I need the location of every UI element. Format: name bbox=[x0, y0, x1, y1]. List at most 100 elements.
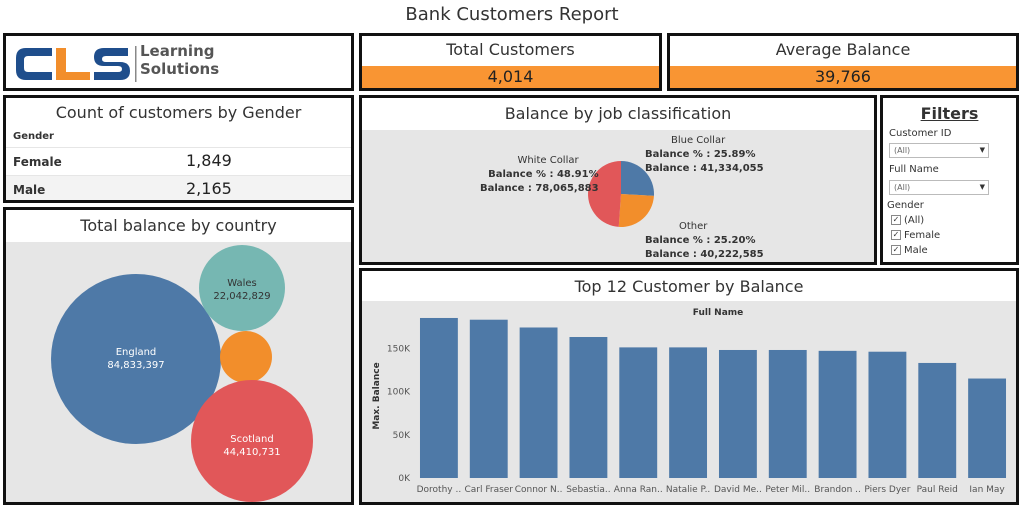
column-header: Gender bbox=[13, 131, 54, 142]
checkbox-checked-icon: ✓ bbox=[891, 215, 901, 225]
gender-checkbox-female[interactable]: ✓ Female bbox=[891, 230, 940, 242]
pie-slice-blue-collar[interactable] bbox=[621, 161, 654, 196]
bar-chart-area: Full Name Max. Balance 0K 50K 100K 150K Doroth… bbox=[362, 301, 1016, 502]
bar[interactable] bbox=[718, 349, 757, 478]
y-tick-label: 0K bbox=[398, 474, 411, 484]
bubble-value: 44,410,731 bbox=[223, 447, 280, 458]
bubble-other[interactable] bbox=[220, 331, 272, 383]
select-value: (All) bbox=[894, 146, 911, 155]
filter-label-customer-id: Customer ID bbox=[889, 128, 952, 139]
bubble-value: 84,833,397 bbox=[107, 360, 164, 371]
pie-slice-white-collar[interactable] bbox=[588, 161, 621, 227]
gender-label: Female bbox=[13, 155, 62, 169]
chart-title: Top 12 Customer by Balance bbox=[574, 277, 804, 296]
bar[interactable] bbox=[619, 347, 658, 478]
x-tick-label: Sebastia.. bbox=[566, 485, 610, 495]
y-axis-label: Max. Balance bbox=[372, 362, 382, 429]
gender-count: 1,849 bbox=[186, 151, 232, 170]
x-tick-label: Piers Dyer bbox=[864, 485, 910, 495]
slice-pct: Balance % : 25.89% bbox=[645, 149, 756, 160]
filters-panel: Filters Customer ID (All) ▼ Full Name (A… bbox=[880, 95, 1019, 265]
gender-count-panel: Count of customers by Gender Gender Fema… bbox=[3, 95, 354, 203]
dropdown-caret-icon: ▼ bbox=[979, 183, 985, 191]
checkbox-label: Female bbox=[904, 230, 941, 241]
gender-checkbox-all[interactable]: ✓ (All) bbox=[891, 215, 924, 227]
x-tick-label: David Me.. bbox=[714, 485, 762, 495]
job-classification-panel: Balance by job classification White Coll… bbox=[359, 95, 877, 265]
bubble-value: 22,042,829 bbox=[213, 291, 270, 302]
bubble-label: England bbox=[116, 347, 157, 358]
slice-balance: Balance : 40,222,585 bbox=[645, 249, 764, 260]
gender-checkbox-male[interactable]: ✓ Male bbox=[891, 245, 928, 257]
pie-chart bbox=[588, 161, 654, 227]
bar[interactable] bbox=[469, 319, 508, 478]
select-value: (All) bbox=[894, 183, 911, 192]
kpi-total-customers: Total Customers 4,014 bbox=[359, 33, 662, 91]
kpi-label: Average Balance bbox=[775, 40, 911, 59]
y-tick-label: 150K bbox=[387, 344, 411, 354]
bar[interactable] bbox=[419, 317, 458, 478]
checkbox-checked-icon: ✓ bbox=[891, 230, 901, 240]
filter-label-gender: Gender bbox=[887, 200, 924, 211]
table-row[interactable]: Female 1,849 bbox=[6, 147, 351, 175]
slice-name: White Collar bbox=[517, 155, 579, 166]
table-row[interactable]: Male 2,165 bbox=[6, 175, 351, 200]
checkbox-label: Male bbox=[904, 245, 928, 256]
x-tick-label: Brandon .. bbox=[814, 485, 861, 495]
full-name-select[interactable]: (All) ▼ bbox=[889, 180, 989, 195]
slice-name: Blue Collar bbox=[671, 135, 726, 146]
slice-name: Other bbox=[679, 221, 708, 232]
logo-panel: Learning Solutions bbox=[3, 33, 354, 91]
bar[interactable] bbox=[519, 327, 558, 478]
pie-chart-area: White Collar Balance % : 48.91% Balance … bbox=[362, 130, 874, 262]
bubble-england[interactable] bbox=[51, 274, 221, 444]
pie-label-other: Other Balance % : 25.20% Balance : 40,22… bbox=[645, 220, 764, 262]
customer-id-select[interactable]: (All) ▼ bbox=[889, 143, 989, 158]
x-tick-label: Carl Fraser bbox=[464, 485, 513, 495]
x-tick-label: Peter Mil.. bbox=[765, 485, 810, 495]
slice-pct: Balance % : 48.91% bbox=[488, 169, 599, 180]
country-balance-panel: Total balance by country England 84,833,… bbox=[3, 207, 354, 505]
logo-line2: Solutions bbox=[140, 60, 220, 78]
bar[interactable] bbox=[669, 347, 708, 478]
bubble-chart: England 84,833,397 Wales 22,042,829 Scot… bbox=[6, 242, 351, 502]
x-tick-label: Anna Ran.. bbox=[614, 485, 663, 495]
bar[interactable] bbox=[868, 351, 907, 478]
kpi-value: 4,014 bbox=[362, 66, 659, 88]
bubble-label: Scotland bbox=[230, 434, 273, 445]
panel-title: Count of customers by Gender bbox=[55, 103, 302, 122]
top-customers-panel: Top 12 Customer by Balance Full Name Max.… bbox=[359, 268, 1019, 505]
company-logo: Learning Solutions bbox=[12, 42, 252, 86]
filter-label-full-name: Full Name bbox=[889, 164, 939, 175]
dropdown-caret-icon: ▼ bbox=[979, 146, 985, 154]
filters-title: Filters bbox=[920, 104, 979, 123]
column-header: Full Name bbox=[693, 308, 744, 318]
slice-balance: Balance : 78,065,883 bbox=[480, 183, 599, 194]
report-title: Bank Customers Report bbox=[405, 4, 619, 25]
pie-label-white-collar: White Collar Balance % : 48.91% Balance … bbox=[480, 154, 599, 196]
y-tick-label: 100K bbox=[387, 388, 411, 398]
bar[interactable] bbox=[768, 349, 807, 478]
bar[interactable] bbox=[968, 378, 1007, 478]
slice-balance: Balance : 41,334,055 bbox=[645, 163, 764, 174]
y-tick-label: 50K bbox=[393, 431, 411, 441]
pie-slice-other[interactable] bbox=[618, 194, 654, 227]
bar[interactable] bbox=[818, 350, 857, 478]
bubble-wales[interactable] bbox=[199, 245, 285, 331]
checkbox-label: (All) bbox=[904, 215, 925, 226]
bar[interactable] bbox=[918, 362, 957, 478]
panel-title: Total balance by country bbox=[80, 216, 277, 235]
bar[interactable] bbox=[569, 337, 608, 478]
slice-pct: Balance % : 25.20% bbox=[645, 235, 756, 246]
kpi-value: 39,766 bbox=[670, 66, 1016, 88]
x-tick-label: Paul Reid bbox=[917, 485, 958, 495]
bubble-scotland[interactable] bbox=[191, 380, 313, 502]
kpi-average-balance: Average Balance 39,766 bbox=[667, 33, 1019, 91]
logo-line1: Learning bbox=[140, 42, 215, 60]
x-tick-label: Dorothy .. bbox=[417, 485, 462, 495]
x-tick-label: Ian May bbox=[969, 485, 1005, 495]
gender-label: Male bbox=[13, 183, 46, 197]
bubble-label: Wales bbox=[227, 278, 257, 289]
panel-title: Balance by job classification bbox=[504, 104, 732, 123]
x-tick-label: Natalie P.. bbox=[666, 485, 710, 495]
